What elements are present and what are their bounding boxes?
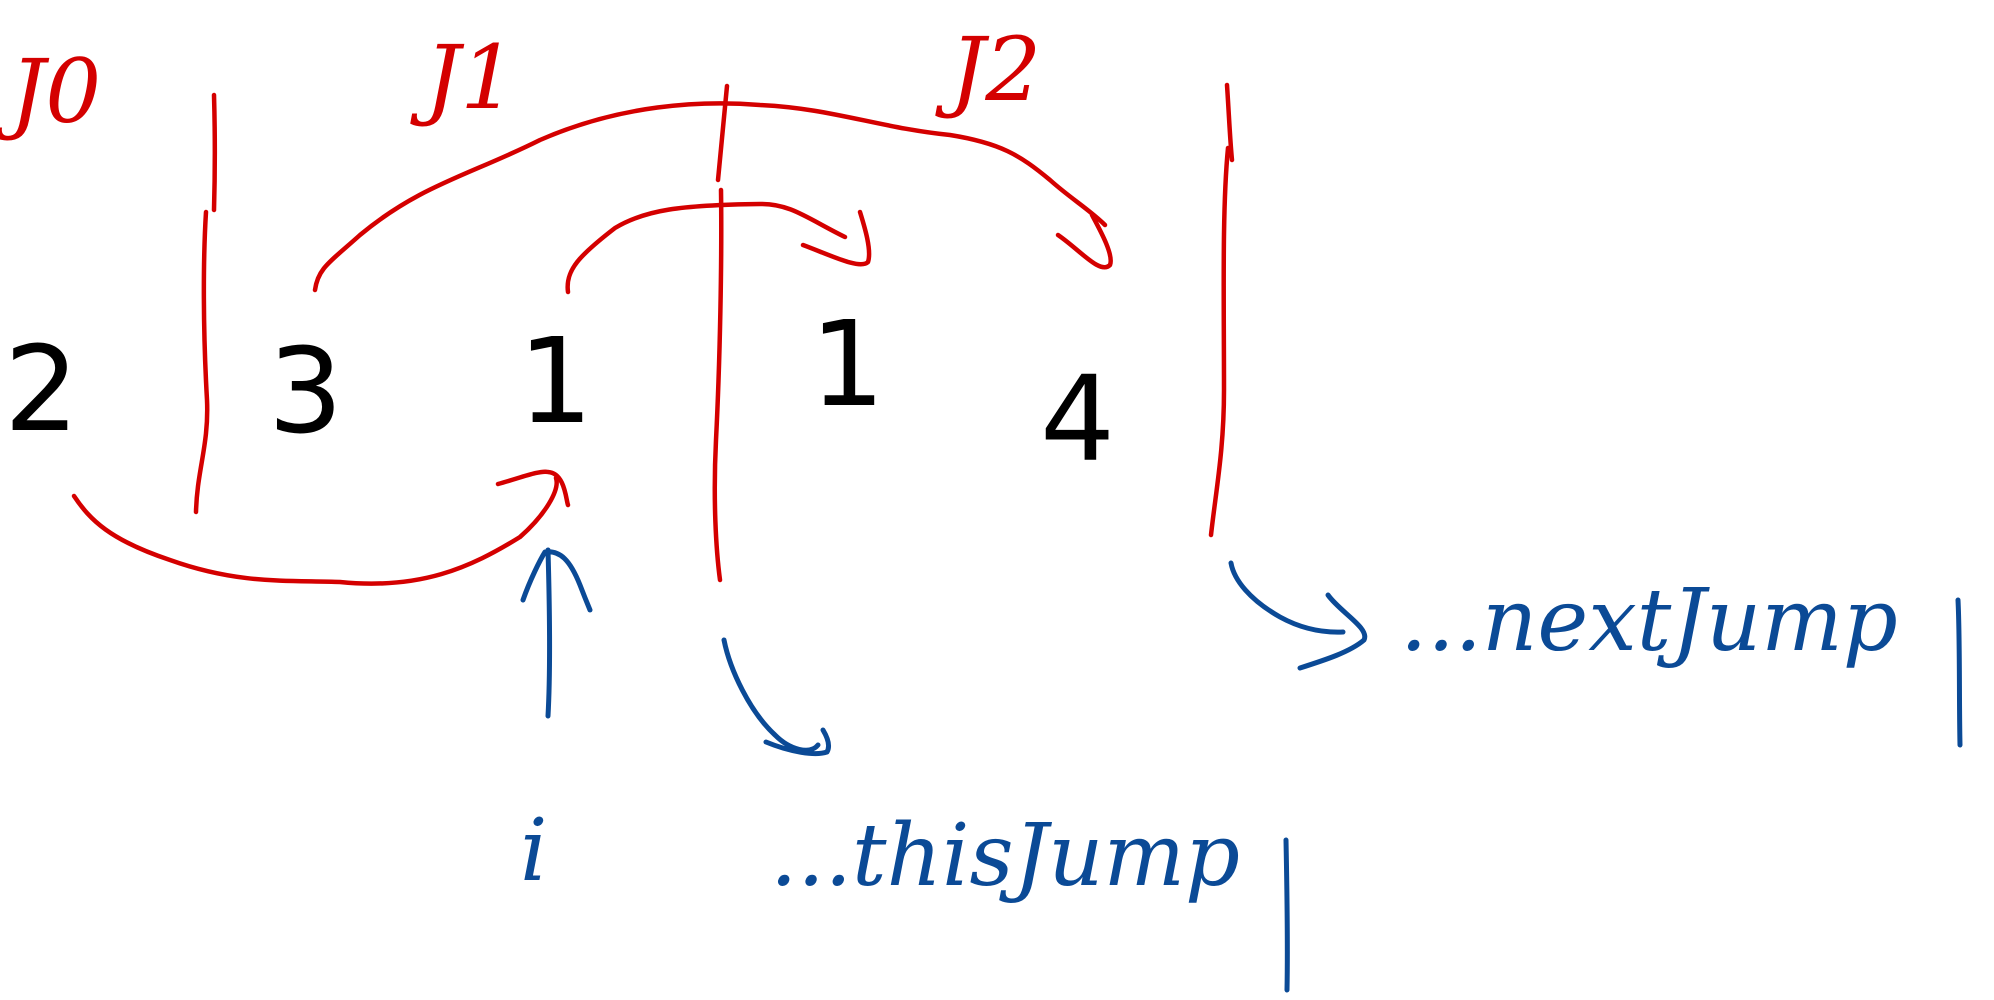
- jump-arc-from-2: [71, 475, 559, 586]
- jump-arc-from-1: [565, 201, 848, 295]
- jump-arc-head-1: [800, 209, 872, 267]
- boundary-line-j2: [1208, 82, 1235, 538]
- boundary-line-j1: [712, 83, 730, 583]
- jump-label-j2: J2: [935, 18, 1041, 121]
- array-value-2: 2: [4, 320, 79, 458]
- jump-label-j1: J1: [410, 26, 516, 129]
- pointer-arrow: [520, 547, 593, 719]
- next-jump-label: ...nextJump: [1400, 571, 1898, 671]
- array-value-1a: 1: [518, 312, 593, 450]
- jump-arc-head-2: [495, 469, 571, 508]
- this-jump-tail: [1283, 837, 1290, 993]
- next-jump-tail: [1955, 597, 1963, 748]
- jump-arc-from-3: [312, 101, 1108, 293]
- jump-label-j0: J0: [0, 40, 101, 143]
- this-jump-label: ...thisJump: [770, 806, 1240, 906]
- next-jump-arrow: [1228, 560, 1368, 671]
- this-jump-arrow: [721, 637, 831, 757]
- array-value-4: 4: [1040, 350, 1115, 488]
- array-value-1b: 1: [810, 295, 885, 433]
- jump-arc-head-3: [1055, 212, 1113, 270]
- pointer-label: i: [520, 801, 548, 901]
- boundary-line-j0: [193, 92, 217, 515]
- array-value-3: 3: [268, 322, 343, 460]
